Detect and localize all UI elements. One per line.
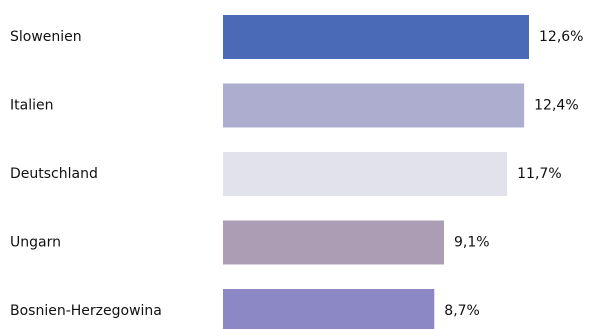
category-label: Bosnien-Herzegowina — [10, 303, 162, 319]
value-label: 8,7% — [444, 303, 480, 319]
category-labels-group: Slowenien Italien Deutschland Ungarn Bosnien… — [10, 29, 162, 319]
value-labels-group: 12,6% 12,4% 11,7% 9,1% 8,7% — [444, 29, 583, 319]
bar-deutschland — [223, 152, 508, 196]
category-label: Deutschland — [10, 166, 98, 182]
category-label: Italien — [10, 98, 53, 114]
bar-slowenien — [223, 15, 529, 59]
bar-bosnien-herzegowina — [223, 289, 435, 329]
bar-ungarn — [223, 220, 444, 265]
value-label: 12,6% — [539, 29, 583, 45]
bars-group — [223, 15, 529, 329]
value-label: 9,1% — [454, 235, 490, 251]
category-label: Ungarn — [10, 235, 61, 251]
category-label: Slowenien — [10, 29, 82, 45]
value-label: 12,4% — [534, 98, 578, 114]
bar-italien — [223, 83, 525, 128]
value-label: 11,7% — [517, 166, 561, 182]
